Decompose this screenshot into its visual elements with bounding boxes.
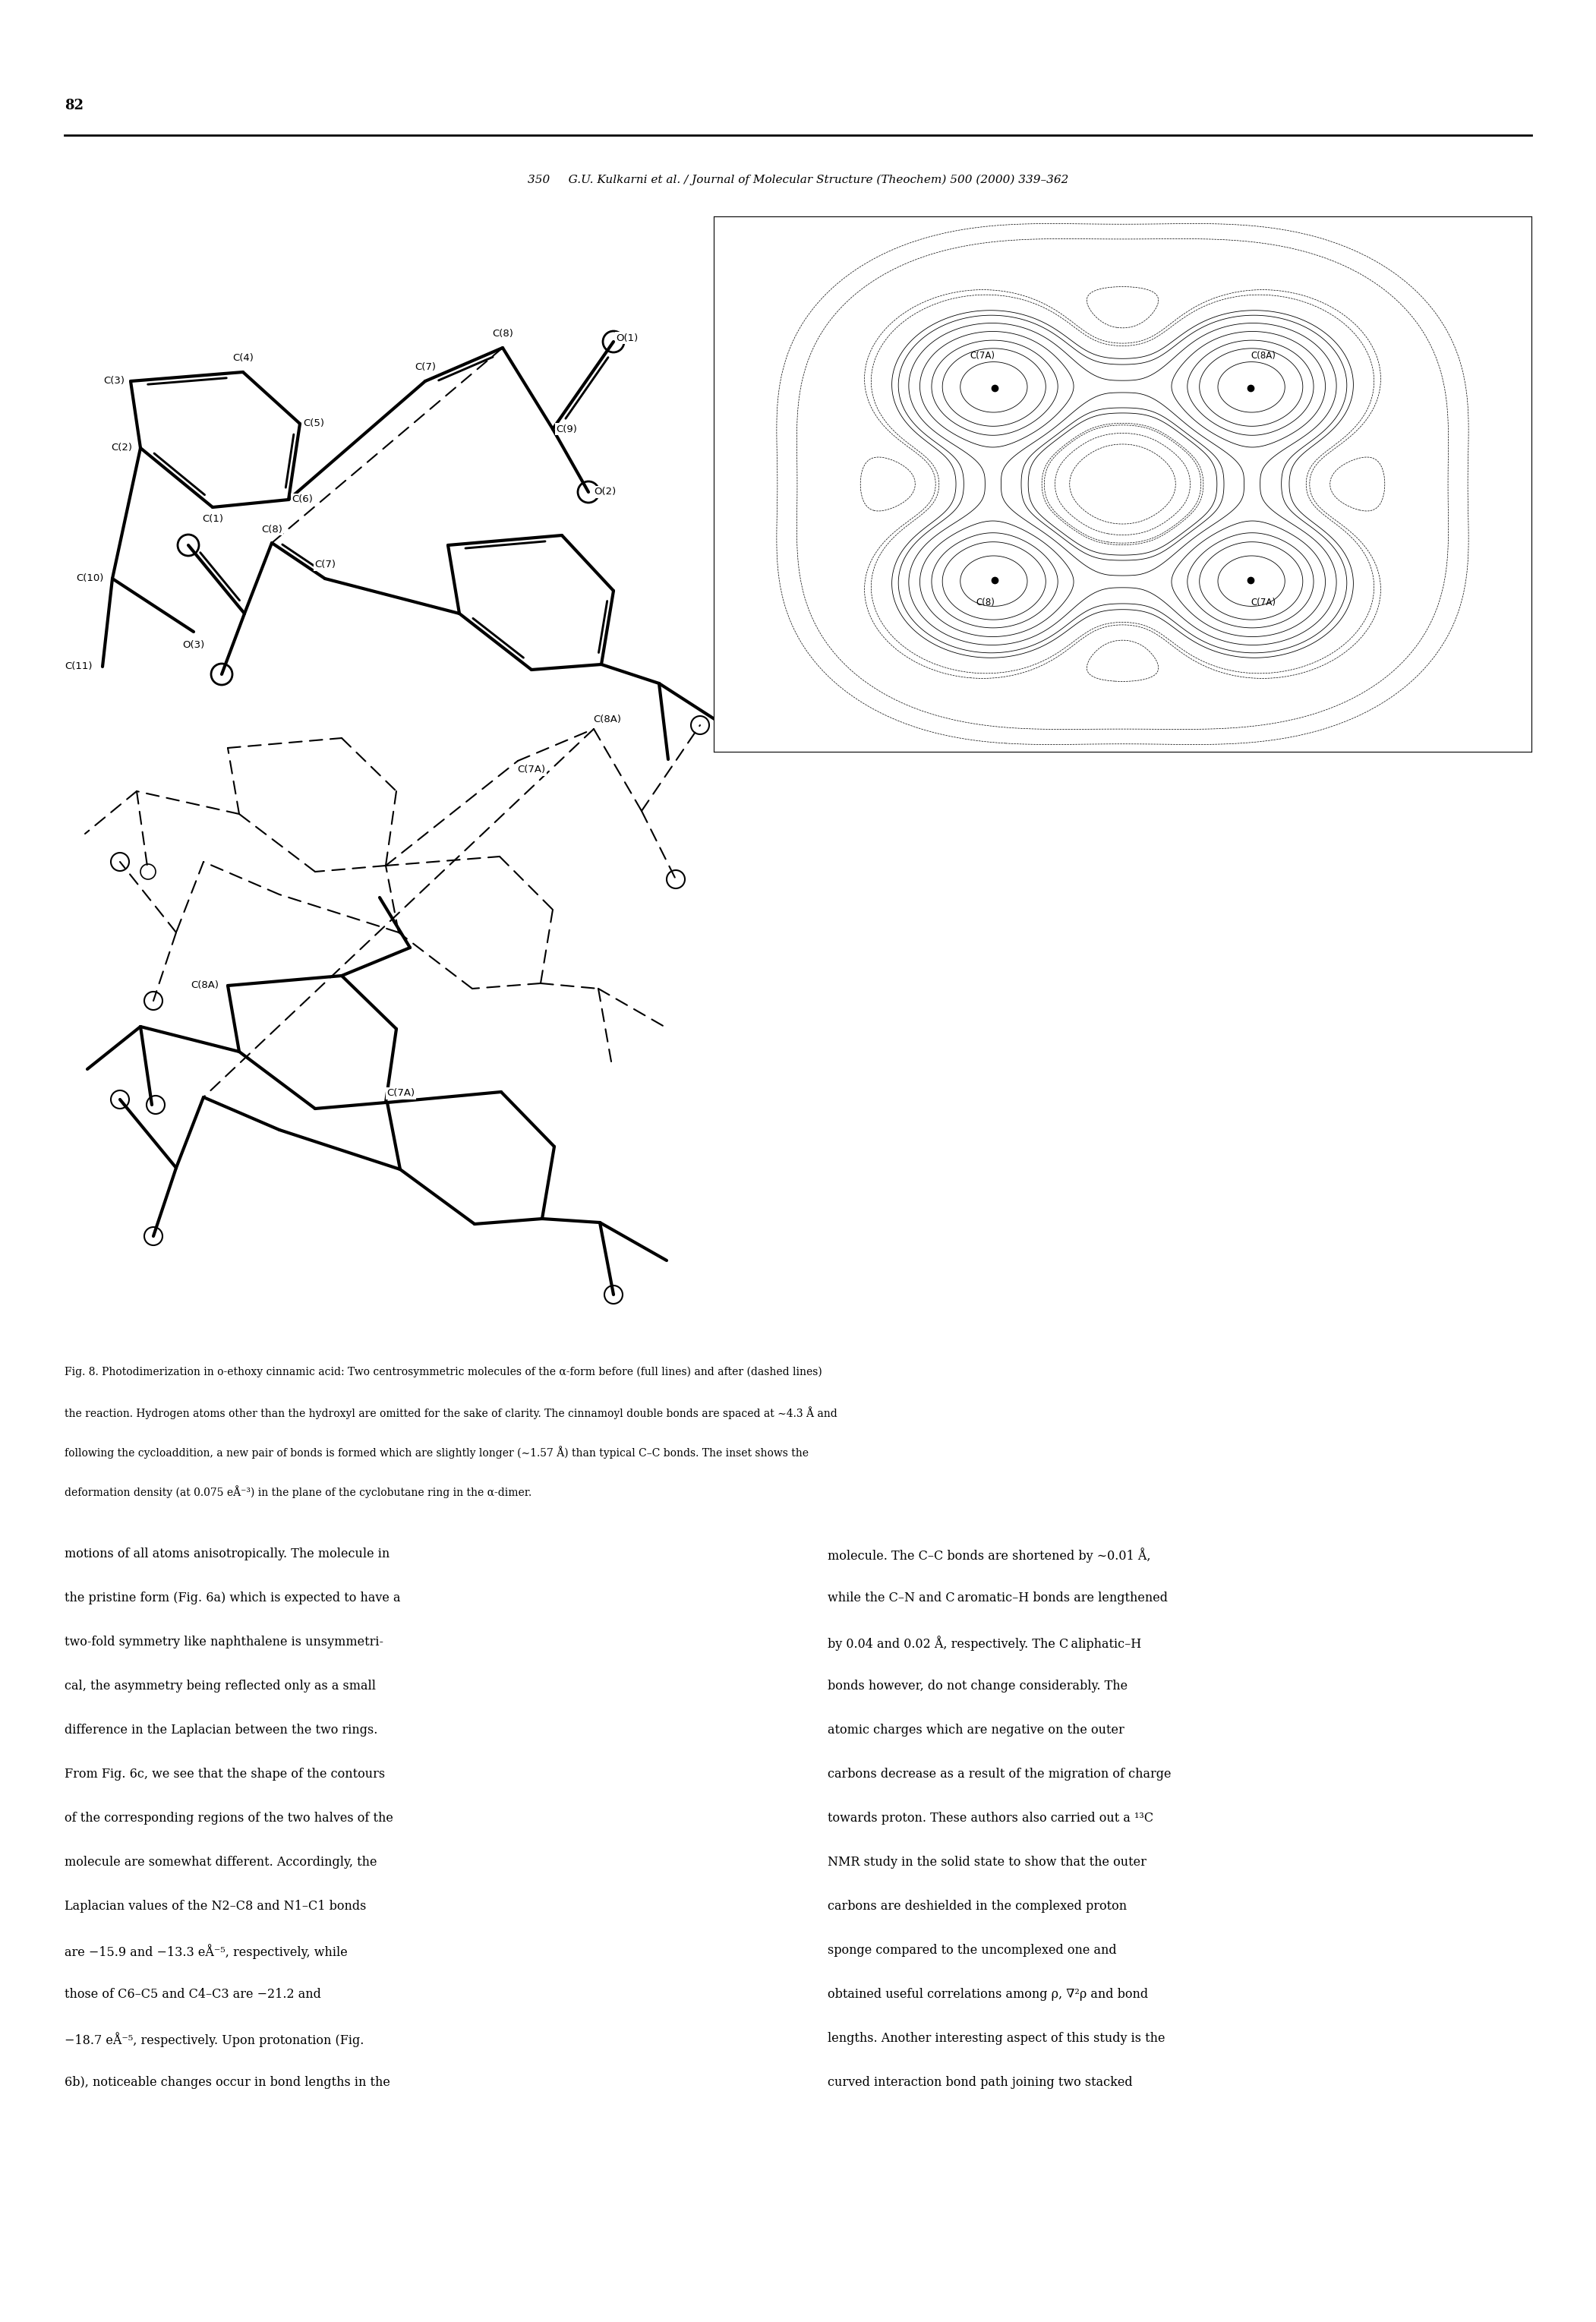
Text: C(8): C(8) [975,597,994,608]
Text: C(8A): C(8A) [594,715,621,724]
Text: molecule. The C–C bonds are shortened by ∼0.01 Å,: molecule. The C–C bonds are shortened by… [828,1546,1151,1563]
Text: bonds however, do not change considerably. The: bonds however, do not change considerabl… [828,1679,1128,1693]
Text: −18.7 eÅ⁻⁵, respectively. Upon protonation (Fig.: −18.7 eÅ⁻⁵, respectively. Upon protonati… [64,2032,364,2048]
Text: difference in the Laplacian between the two rings.: difference in the Laplacian between the … [64,1723,378,1737]
Text: carbons decrease as a result of the migration of charge: carbons decrease as a result of the migr… [828,1767,1171,1781]
Text: C(6): C(6) [292,495,313,504]
Text: sponge compared to the uncomplexed one and: sponge compared to the uncomplexed one a… [828,1944,1117,1957]
Text: lengths. Another interesting aspect of this study is the: lengths. Another interesting aspect of t… [828,2032,1165,2046]
Text: C(8): C(8) [262,525,282,534]
Text: C(10): C(10) [75,574,104,583]
Text: C(3): C(3) [104,376,124,385]
Text: atomic charges which are negative on the outer: atomic charges which are negative on the… [828,1723,1124,1737]
Text: C(7A): C(7A) [517,764,546,776]
Text: deformation density (at 0.075 eÅ⁻³) in the plane of the cyclobutane ring in the : deformation density (at 0.075 eÅ⁻³) in t… [64,1486,531,1498]
Text: O(2): O(2) [594,488,616,497]
Text: C(7A): C(7A) [969,351,994,360]
Text: following the cycloaddition, a new pair of bonds is formed which are slightly lo: following the cycloaddition, a new pair … [64,1447,809,1458]
Text: C(8A): C(8A) [1251,351,1275,360]
Text: 6b), noticeable changes occur in bond lengths in the: 6b), noticeable changes occur in bond le… [64,2076,389,2090]
Text: NMR study in the solid state to show that the outer: NMR study in the solid state to show tha… [828,1855,1146,1869]
Text: towards proton. These authors also carried out a ¹³C: towards proton. These authors also carri… [828,1811,1154,1825]
Text: two-fold symmetry like naphthalene is unsymmetri-: two-fold symmetry like naphthalene is un… [64,1635,383,1649]
Text: curved interaction bond path joining two stacked: curved interaction bond path joining two… [828,2076,1133,2090]
Text: by 0.04 and 0.02 Å, respectively. The C aliphatic–H: by 0.04 and 0.02 Å, respectively. The C … [828,1635,1141,1651]
Text: C(7): C(7) [415,362,436,372]
Text: O(3): O(3) [182,641,204,650]
Text: while the C–N and C aromatic–H bonds are lengthened: while the C–N and C aromatic–H bonds are… [828,1591,1168,1605]
Text: those of C6–C5 and C4–C3 are −21.2 and: those of C6–C5 and C4–C3 are −21.2 and [64,1988,321,2002]
Text: cal, the asymmetry being reflected only as a small: cal, the asymmetry being reflected only … [64,1679,375,1693]
Text: C(7A): C(7A) [1251,597,1275,608]
Text: C(7A): C(7A) [386,1089,415,1098]
Text: 350     G.U. Kulkarni et al. / Journal of Molecular Structure (Theochem) 500 (20: 350 G.U. Kulkarni et al. / Journal of Mo… [528,174,1068,186]
Text: C(2): C(2) [110,444,132,453]
Text: motions of all atoms anisotropically. The molecule in: motions of all atoms anisotropically. Th… [64,1546,389,1560]
Text: the pristine form (Fig. 6a) which is expected to have a: the pristine form (Fig. 6a) which is exp… [64,1591,401,1605]
Text: molecule are somewhat different. Accordingly, the: molecule are somewhat different. Accordi… [64,1855,377,1869]
Text: obtained useful correlations among ρ, ∇²ρ and bond: obtained useful correlations among ρ, ∇²… [828,1988,1148,2002]
Text: are −15.9 and −13.3 eÅ⁻⁵, respectively, while: are −15.9 and −13.3 eÅ⁻⁵, respectively, … [64,1944,348,1960]
Text: C(7): C(7) [314,560,335,569]
Text: C(8A): C(8A) [192,980,219,991]
Text: the reaction. Hydrogen atoms other than the hydroxyl are omitted for the sake of: the reaction. Hydrogen atoms other than … [64,1407,838,1419]
Text: C(4): C(4) [233,353,254,362]
Text: C(5): C(5) [303,418,324,430]
Text: carbons are deshielded in the complexed proton: carbons are deshielded in the complexed … [828,1899,1127,1913]
Text: Laplacian values of the N2–C8 and N1–C1 bonds: Laplacian values of the N2–C8 and N1–C1 … [64,1899,365,1913]
Text: From Fig. 6c, we see that the shape of the contours: From Fig. 6c, we see that the shape of t… [64,1767,385,1781]
Text: of the corresponding regions of the two halves of the: of the corresponding regions of the two … [64,1811,393,1825]
Text: C(1): C(1) [203,515,223,525]
Text: 82: 82 [64,100,83,111]
Text: O(1): O(1) [616,332,638,344]
Text: Fig. 8. Photodimerization in o-ethoxy cinnamic acid: Two centrosymmetric molecul: Fig. 8. Photodimerization in o-ethoxy ci… [64,1368,822,1377]
Text: C(9): C(9) [555,425,578,434]
Text: C(11): C(11) [64,662,93,671]
Text: C(8): C(8) [492,330,514,339]
